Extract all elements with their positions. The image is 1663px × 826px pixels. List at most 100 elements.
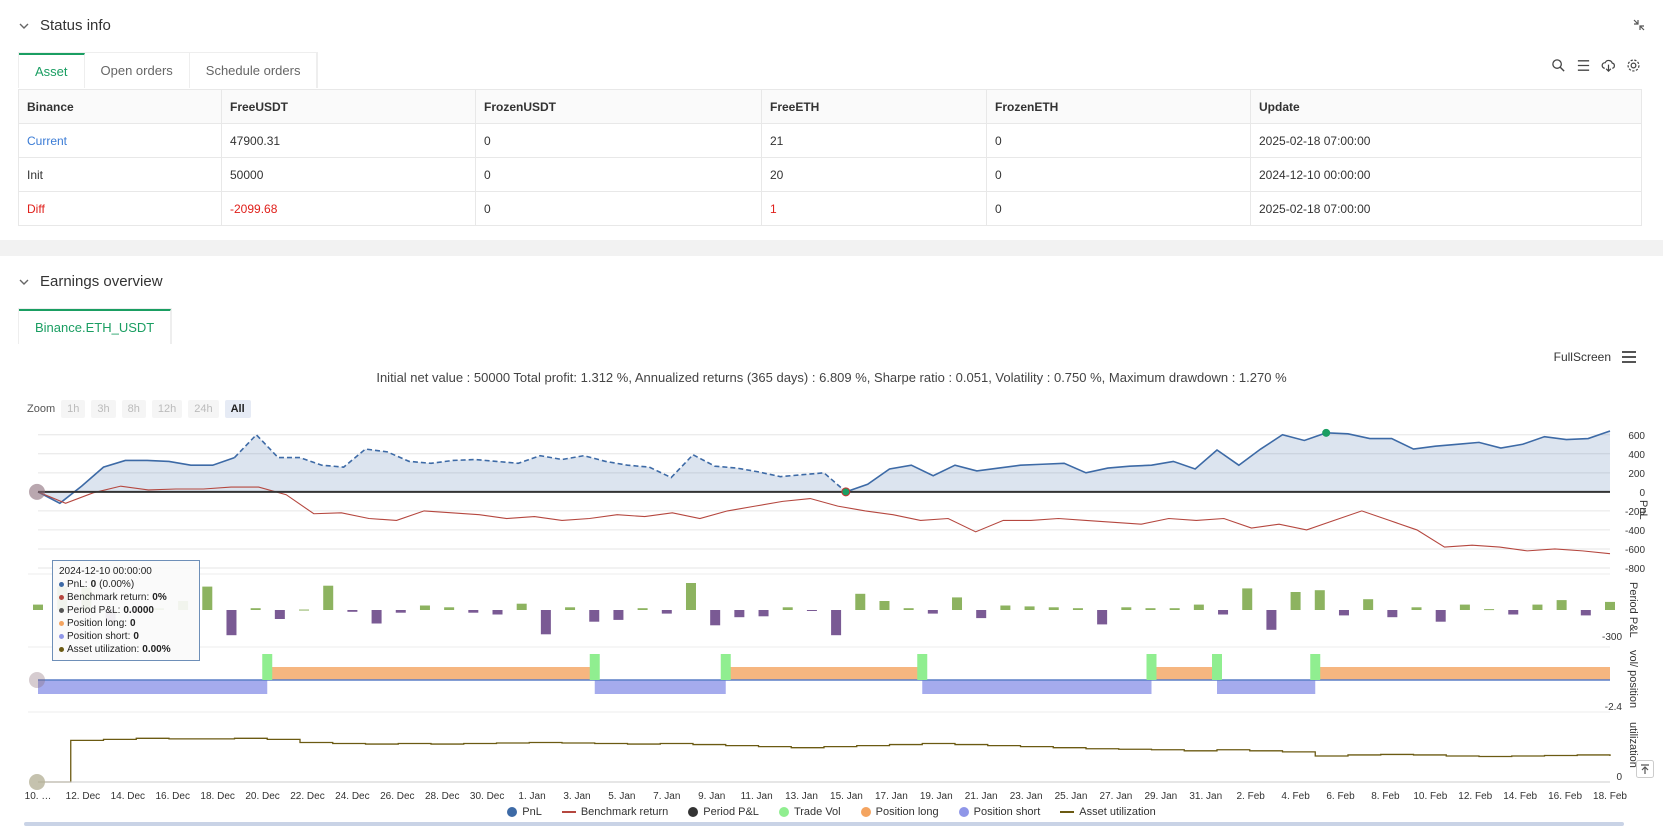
legend-item-pnl[interactable]: PnL [507, 806, 542, 818]
status-info-header[interactable]: Status info [18, 17, 111, 34]
legend-item-position-long[interactable]: Position long [860, 806, 939, 818]
legend-item-trade-vol[interactable]: Trade Vol [778, 806, 841, 818]
tab-asset[interactable]: Asset [19, 53, 85, 88]
table-cell: 2025-02-18 07:00:00 [1250, 191, 1642, 226]
period-bar [1363, 599, 1374, 610]
period-bar [33, 604, 43, 610]
x-tick-label: 26. Dec [380, 791, 414, 802]
earnings-tabs: Binance.ETH_USDT [18, 308, 173, 344]
position-long-band [725, 667, 923, 680]
period-bar [613, 610, 624, 620]
gear-icon[interactable] [1626, 58, 1641, 73]
x-tick-label: 14. Dec [111, 791, 145, 802]
x-tick-label: 14. Feb [1503, 791, 1537, 802]
hamburger-menu-icon[interactable] [1621, 350, 1637, 364]
cloud-download-icon[interactable] [1601, 58, 1616, 73]
period-bar [1266, 610, 1277, 630]
chevron-down-icon[interactable] [18, 276, 30, 288]
x-tick-label: 18. Dec [200, 791, 234, 802]
legend-item-benchmark[interactable]: Benchmark return [561, 806, 668, 818]
trade-vol-bar [917, 654, 928, 680]
table-cell: 2025-02-18 07:00:00 [1250, 123, 1642, 158]
zoom-12h-button[interactable]: 12h [151, 400, 183, 418]
period-bar [1411, 607, 1422, 610]
collapse-icon[interactable] [1633, 19, 1645, 31]
period-bar [589, 610, 600, 622]
trade-marker [1322, 428, 1331, 437]
col-header[interactable]: FreeETH [761, 89, 987, 124]
x-tick-label: 16. Feb [1548, 791, 1582, 802]
menu-list-icon[interactable] [1576, 58, 1591, 73]
utilization-axis-label: utilization [1627, 722, 1639, 768]
x-tick-label: 30. Dec [470, 791, 504, 802]
col-header[interactable]: Update [1250, 89, 1642, 124]
fullscreen-control: FullScreen [1554, 350, 1637, 364]
status-info-panel: Status info Asset Open orders Schedule o… [0, 0, 1663, 240]
x-tick-label: 19. Jan [920, 791, 953, 802]
tooltip-label: Position long: [67, 618, 128, 629]
zoom-8h-button[interactable]: 8h [121, 400, 146, 418]
zoom-3h-button[interactable]: 3h [91, 400, 116, 418]
table-cell[interactable]: Current [18, 123, 222, 158]
tab-binance-eth-usdt[interactable]: Binance.ETH_USDT [19, 309, 172, 344]
chart-legend: PnL Benchmark return Period P&L Trade Vo… [0, 806, 1663, 818]
zoom-24h-button[interactable]: 24h [188, 400, 219, 418]
back-to-top-icon[interactable] [1636, 760, 1654, 778]
period-bar [1072, 608, 1083, 610]
period-bar [903, 608, 914, 610]
tooltip-label: PnL: [67, 579, 88, 590]
legend-item-period[interactable]: Period P&L [688, 806, 759, 818]
legend-label: Period P&L [703, 806, 759, 818]
tab-schedule-orders[interactable]: Schedule orders [190, 53, 318, 88]
search-icon[interactable] [1551, 58, 1566, 73]
period-bar [1532, 604, 1543, 610]
period-bar [952, 597, 963, 610]
x-tick-label: 11. Jan [741, 791, 773, 802]
tab-open-orders[interactable]: Open orders [85, 53, 190, 88]
benchmark-series-line [37, 485, 1611, 555]
legend-label: Position long [875, 806, 939, 818]
tooltip-label: Position short: [67, 631, 131, 642]
period-bar [1387, 610, 1398, 618]
table-cell: 20 [761, 157, 987, 192]
position-short-band [922, 680, 1152, 694]
table-cell: Diff [18, 191, 222, 226]
y-tick-label: -400 [1625, 526, 1645, 537]
x-tick-label: 12. Feb [1458, 791, 1492, 802]
tooltip-value: 0 [133, 631, 139, 642]
status-info-title: Status info [40, 17, 111, 34]
table-cell: 0 [475, 191, 762, 226]
y-tick-label: 0 [1639, 488, 1645, 499]
status-tabs: Asset Open orders Schedule orders [18, 52, 319, 88]
period-bar [395, 610, 406, 613]
zoom-label: Zoom [27, 403, 56, 415]
legend-item-position-short[interactable]: Position short [958, 806, 1040, 818]
period-bar [806, 610, 817, 611]
fullscreen-button[interactable]: FullScreen [1553, 350, 1611, 364]
earnings-overview-header[interactable]: Earnings overview [18, 273, 163, 290]
period-bar [1097, 610, 1108, 625]
table-cell: 0 [986, 123, 1251, 158]
period-bar [371, 610, 382, 624]
y-tick-label: -200 [1625, 507, 1645, 518]
position-axis-label: vol/ position [1627, 650, 1639, 708]
zoom-1h-button[interactable]: 1h [61, 400, 86, 418]
chevron-down-icon[interactable] [18, 20, 30, 32]
position-short-band [1217, 680, 1316, 694]
period-bar [1024, 606, 1035, 610]
period-bar [347, 610, 358, 612]
x-tick-label: 2. Feb [1237, 791, 1266, 802]
table-cell: 47900.31 [221, 123, 476, 158]
legend-item-utilization[interactable]: Asset utilization [1060, 806, 1156, 818]
tooltip-row-utilization: Asset utilization: 0.00% [59, 643, 193, 656]
period-bar [492, 610, 503, 615]
y-tick-label: -800 [1625, 564, 1645, 575]
period-bar [419, 605, 430, 610]
y-tick-label: 200 [1628, 469, 1645, 480]
zoom-all-button[interactable]: All [224, 400, 251, 418]
x-tick-label: 15. Jan [830, 791, 863, 802]
period-bar [831, 610, 842, 636]
x-tick-label: 9. Jan [698, 791, 725, 802]
tooltip-row-short: Position short: 0 [59, 630, 193, 643]
